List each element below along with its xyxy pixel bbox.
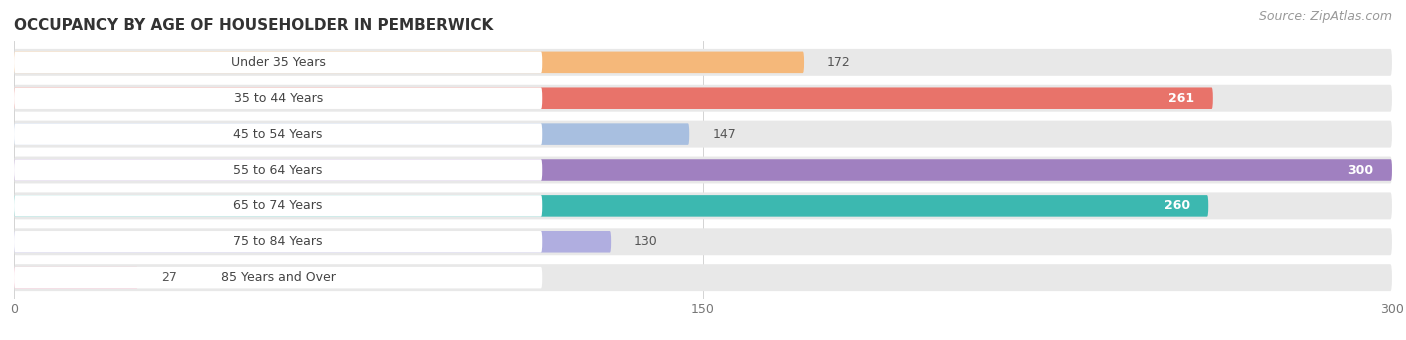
Text: 45 to 54 Years: 45 to 54 Years [233,128,323,141]
Text: OCCUPANCY BY AGE OF HOUSEHOLDER IN PEMBERWICK: OCCUPANCY BY AGE OF HOUSEHOLDER IN PEMBE… [14,18,494,33]
Text: 172: 172 [827,56,851,69]
FancyBboxPatch shape [14,267,543,288]
FancyBboxPatch shape [14,195,543,217]
FancyBboxPatch shape [14,192,1392,219]
FancyBboxPatch shape [14,85,1392,112]
Text: 85 Years and Over: 85 Years and Over [221,271,336,284]
Text: 147: 147 [713,128,735,141]
FancyBboxPatch shape [14,195,1208,217]
Text: Under 35 Years: Under 35 Years [231,56,326,69]
FancyBboxPatch shape [14,159,1392,181]
Text: 261: 261 [1168,92,1195,105]
FancyBboxPatch shape [14,87,543,109]
Text: 27: 27 [162,271,177,284]
Text: 130: 130 [634,235,658,248]
Text: Source: ZipAtlas.com: Source: ZipAtlas.com [1258,10,1392,23]
FancyBboxPatch shape [14,52,543,73]
FancyBboxPatch shape [14,228,1392,255]
Text: 55 to 64 Years: 55 to 64 Years [233,164,323,176]
FancyBboxPatch shape [14,49,1392,76]
Text: 75 to 84 Years: 75 to 84 Years [233,235,323,248]
FancyBboxPatch shape [14,123,689,145]
Text: 65 to 74 Years: 65 to 74 Years [233,199,323,212]
FancyBboxPatch shape [14,267,138,288]
FancyBboxPatch shape [14,52,804,73]
FancyBboxPatch shape [14,87,1213,109]
Text: 300: 300 [1347,164,1374,176]
FancyBboxPatch shape [14,121,1392,148]
Text: 260: 260 [1164,199,1189,212]
FancyBboxPatch shape [14,231,543,253]
FancyBboxPatch shape [14,123,543,145]
FancyBboxPatch shape [14,231,612,253]
Text: 35 to 44 Years: 35 to 44 Years [233,92,323,105]
FancyBboxPatch shape [14,159,543,181]
FancyBboxPatch shape [14,156,1392,184]
FancyBboxPatch shape [14,264,1392,291]
